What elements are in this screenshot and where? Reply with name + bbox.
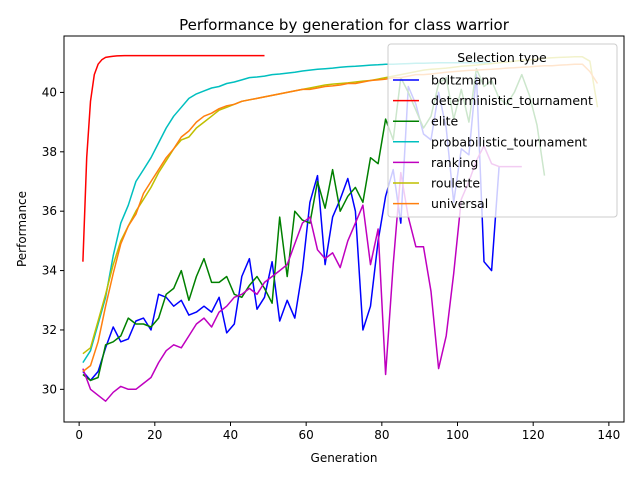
x-tick-label: 100 (446, 428, 469, 442)
legend-label-universal: universal (431, 196, 488, 211)
x-tick-label: 80 (374, 428, 389, 442)
series-line-ranking (82, 145, 522, 402)
legend-label-probabilistic-tournament: probabilistic_tournament (431, 134, 587, 149)
y-tick-label: 38 (42, 145, 57, 159)
legend-label-elite: elite (431, 114, 459, 129)
x-tick-label: 140 (597, 428, 620, 442)
x-tick-label: 20 (147, 428, 162, 442)
legend-label-roulette: roulette (431, 176, 480, 191)
plot-frame (63, 35, 625, 423)
legend-label-deterministic-tournament: deterministic_tournament (431, 93, 593, 108)
y-axis: 30 32 34 36 38 40 (42, 85, 64, 396)
y-tick-label: 40 (42, 85, 57, 99)
series-line-deterministic-tournament (82, 54, 265, 262)
y-tick-label: 36 (42, 204, 57, 218)
x-tick-label: 0 (75, 428, 83, 442)
x-tick-label: 60 (299, 428, 314, 442)
series-layer (82, 54, 599, 402)
legend-label-boltzmann: boltzmann (431, 73, 497, 88)
y-tick-label: 34 (42, 264, 57, 278)
x-tick-label: 120 (522, 428, 545, 442)
x-tick-label: 40 (223, 428, 238, 442)
x-axis-label: Generation (311, 451, 378, 465)
chart-title: Performance by generation for class warr… (179, 16, 510, 34)
y-tick-label: 32 (42, 323, 57, 337)
legend-frame (387, 43, 618, 218)
x-axis: 0 20 40 60 80 100 120 140 (75, 422, 620, 442)
y-axis-label: Performance (15, 191, 29, 267)
y-tick-label: 30 (42, 382, 57, 396)
legend: Selection type boltzmann deterministic_to… (387, 43, 618, 218)
legend-label-ranking: ranking (431, 155, 478, 170)
legend-title: Selection type (457, 50, 547, 65)
